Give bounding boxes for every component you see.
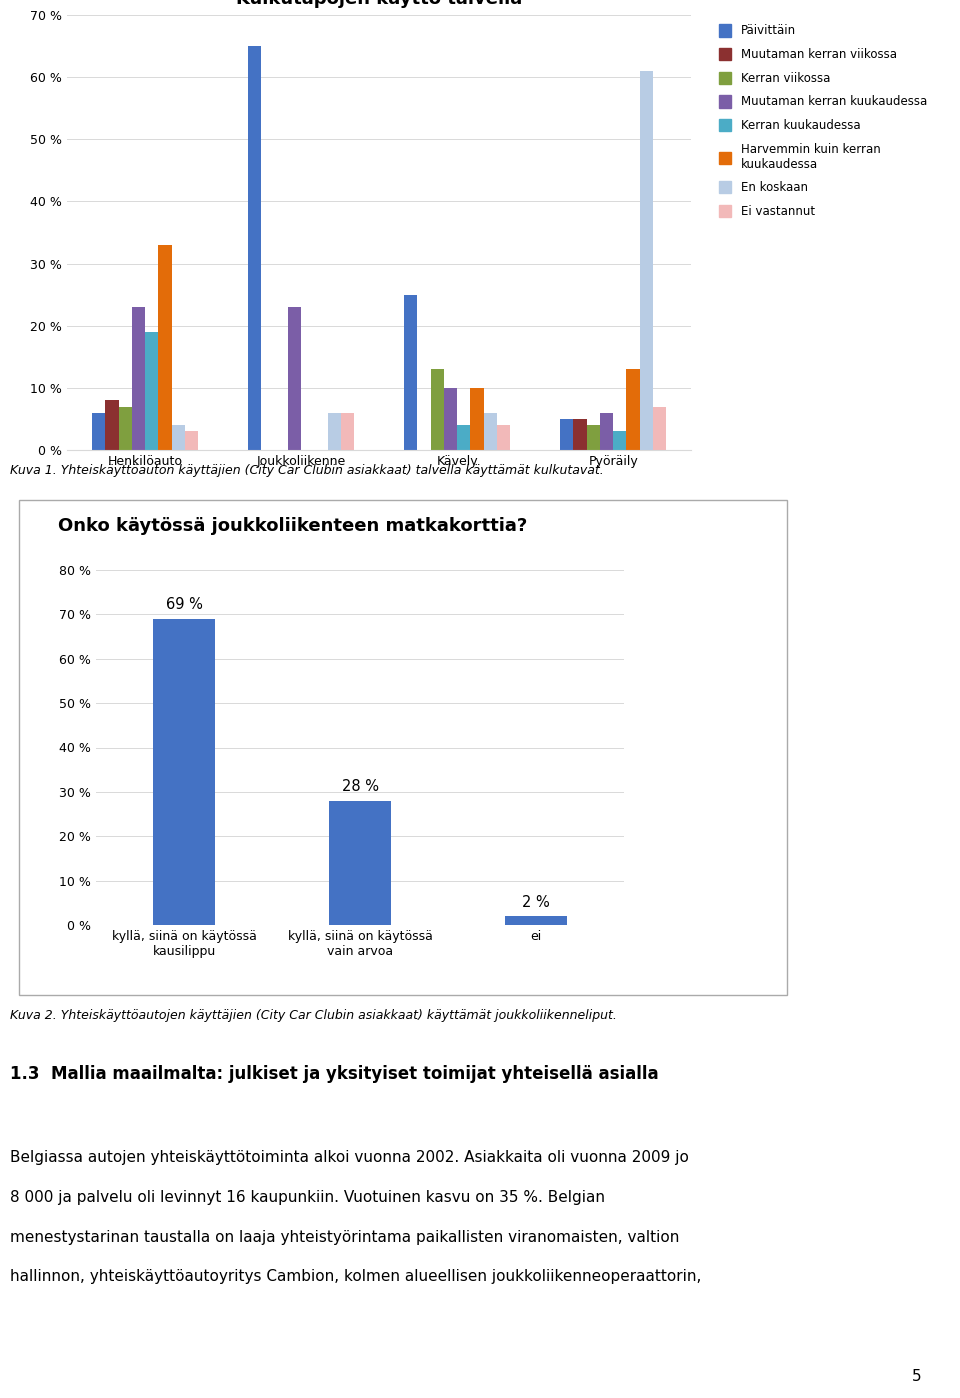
Bar xyxy=(470,387,484,450)
Bar xyxy=(329,801,391,925)
Text: Onko käytössä joukkoliikenteen matkakorttia?: Onko käytössä joukkoliikenteen matkakort… xyxy=(58,517,527,535)
Bar xyxy=(505,916,566,925)
Bar xyxy=(327,412,341,450)
Text: Kuva 1. Yhteiskäyttöauton käyttäjien (City Car Clubin asiakkaat) talvella käyttä: Kuva 1. Yhteiskäyttöauton käyttäjien (Ci… xyxy=(10,464,603,478)
Bar xyxy=(457,425,470,450)
Bar xyxy=(154,619,215,925)
Legend: Päivittäin, Muutaman kerran viikossa, Kerran viikossa, Muutaman kerran kuukaudes: Päivittäin, Muutaman kerran viikossa, Ke… xyxy=(716,21,930,222)
Text: 28 %: 28 % xyxy=(342,779,378,794)
Bar xyxy=(172,425,185,450)
Bar xyxy=(560,419,573,450)
Text: menestystarinan taustalla on laaja yhteistyörintama paikallisten viranomaisten, : menestystarinan taustalla on laaja yhtei… xyxy=(10,1230,679,1244)
Text: 69 %: 69 % xyxy=(165,597,203,612)
Bar xyxy=(132,308,145,450)
Bar xyxy=(119,407,132,450)
Bar xyxy=(92,412,106,450)
Bar xyxy=(484,412,497,450)
Bar xyxy=(404,295,418,450)
Bar xyxy=(587,425,600,450)
Text: Kuva 2. Yhteiskäyttöautojen käyttäjien (City Car Clubin asiakkaat) käyttämät jou: Kuva 2. Yhteiskäyttöautojen käyttäjien (… xyxy=(10,1009,616,1022)
Bar xyxy=(613,432,627,450)
Bar xyxy=(145,331,158,450)
Bar xyxy=(431,369,444,450)
Bar xyxy=(627,369,639,450)
Text: 8 000 ja palvelu oli levinnyt 16 kaupunkiin. Vuotuinen kasvu on 35 %. Belgian: 8 000 ja palvelu oli levinnyt 16 kaupunk… xyxy=(10,1190,605,1205)
Text: Belgiassa autojen yhteiskäyttötoiminta alkoi vuonna 2002. Asiakkaita oli vuonna : Belgiassa autojen yhteiskäyttötoiminta a… xyxy=(10,1151,688,1166)
Text: hallinnon, yhteiskäyttöautoyritys Cambion, kolmen alueellisen joukkoliikenneoper: hallinnon, yhteiskäyttöautoyritys Cambio… xyxy=(10,1269,701,1285)
Text: 5: 5 xyxy=(912,1369,922,1384)
Bar xyxy=(158,245,172,450)
Bar xyxy=(248,46,261,450)
Bar xyxy=(639,71,653,450)
Text: 2 %: 2 % xyxy=(522,895,550,910)
Bar xyxy=(185,432,198,450)
Bar xyxy=(653,407,666,450)
Bar xyxy=(444,387,457,450)
Title: Kulkutapojen käyttö talvella: Kulkutapojen käyttö talvella xyxy=(236,0,522,8)
Bar xyxy=(573,419,587,450)
Text: 1.3  Mallia maailmalta: julkiset ja yksityiset toimijat yhteisellä asialla: 1.3 Mallia maailmalta: julkiset ja yksit… xyxy=(10,1065,659,1083)
Bar xyxy=(497,425,510,450)
Bar xyxy=(600,412,613,450)
Bar xyxy=(341,412,354,450)
Bar xyxy=(106,400,119,450)
Bar xyxy=(288,308,301,450)
